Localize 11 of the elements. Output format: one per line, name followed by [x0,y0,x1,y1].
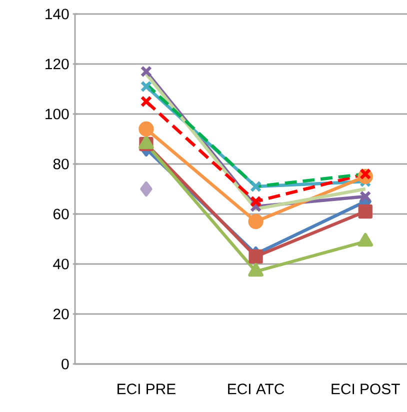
y-tick-label: 60 [54,208,69,220]
y-tick-label: 100 [46,108,69,120]
y-tick-label: 120 [46,58,69,70]
x-tick-label: ECI PRE [118,384,176,394]
y-tick-label: 80 [53,158,69,170]
y-tick-label: 40 [53,258,69,270]
y-tick-label: 20 [53,308,69,320]
y-tick-label: 0 [62,358,69,370]
x-tick-label: ECI ATC [228,384,284,394]
y-tick-label: 140 [46,8,69,20]
x-tick-label: ECI POST [332,384,400,394]
